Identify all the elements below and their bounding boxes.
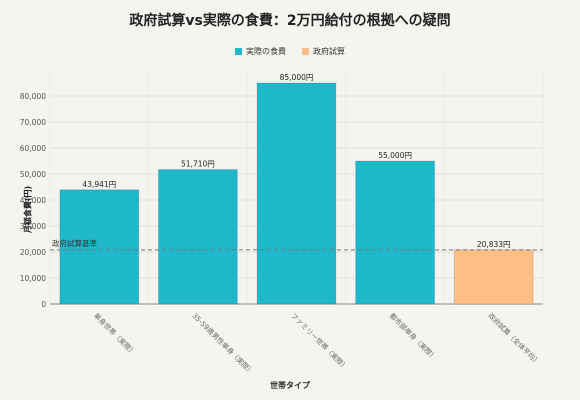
bar-value-label: 55,000円 bbox=[378, 151, 412, 160]
x-tick-label: 都市部単身（実際） bbox=[388, 311, 439, 362]
x-tick-label: 政府試算（全体平均） bbox=[486, 311, 542, 367]
x-tick-label: ファミリー世帯（実際） bbox=[289, 311, 350, 372]
y-tick-label: 20,000 bbox=[20, 248, 46, 257]
bar-value-label: 43,941円 bbox=[82, 180, 116, 189]
y-tick-label: 30,000 bbox=[20, 222, 46, 231]
x-tick-label: 35-59歳男性単身（実際） bbox=[190, 311, 255, 376]
legend-swatch-actual bbox=[235, 48, 242, 55]
y-tick-label: 40,000 bbox=[20, 196, 46, 205]
chart-title: 政府試算vs実際の食費：2万円給付の根拠への疑問 bbox=[129, 13, 451, 29]
bar bbox=[256, 82, 337, 305]
x-tick-label: 単身世帯（実際） bbox=[92, 311, 138, 357]
bar bbox=[157, 169, 238, 305]
legend-swatch-government bbox=[302, 48, 309, 55]
bar-value-label: 85,000円 bbox=[280, 73, 314, 82]
y-tick-label: 70,000 bbox=[20, 118, 46, 127]
bar bbox=[453, 249, 534, 305]
legend-label-government: 政府試算 bbox=[313, 47, 345, 56]
legend: 実際の食費 政府試算 bbox=[0, 46, 580, 57]
y-tick-label: 50,000 bbox=[20, 170, 46, 179]
bar-value-label: 51,710円 bbox=[181, 160, 215, 169]
y-tick-label: 60,000 bbox=[20, 144, 46, 153]
bar bbox=[59, 189, 140, 305]
legend-item-actual[interactable]: 実際の食費 bbox=[235, 46, 286, 57]
x-axis-label: 世帯タイプ bbox=[270, 381, 310, 390]
y-axis-label: 月額食費(円) bbox=[23, 185, 33, 234]
y-tick-label: 0 bbox=[41, 300, 46, 309]
bar-value-label: 20,833円 bbox=[477, 240, 511, 249]
bar bbox=[355, 160, 436, 305]
reference-line-label: 政府試算基準 bbox=[52, 238, 97, 248]
y-tick-label: 10,000 bbox=[20, 274, 46, 283]
y-tick-label: 80,000 bbox=[20, 92, 46, 101]
legend-item-government[interactable]: 政府試算 bbox=[302, 46, 345, 57]
legend-label-actual: 実際の食費 bbox=[246, 47, 286, 56]
